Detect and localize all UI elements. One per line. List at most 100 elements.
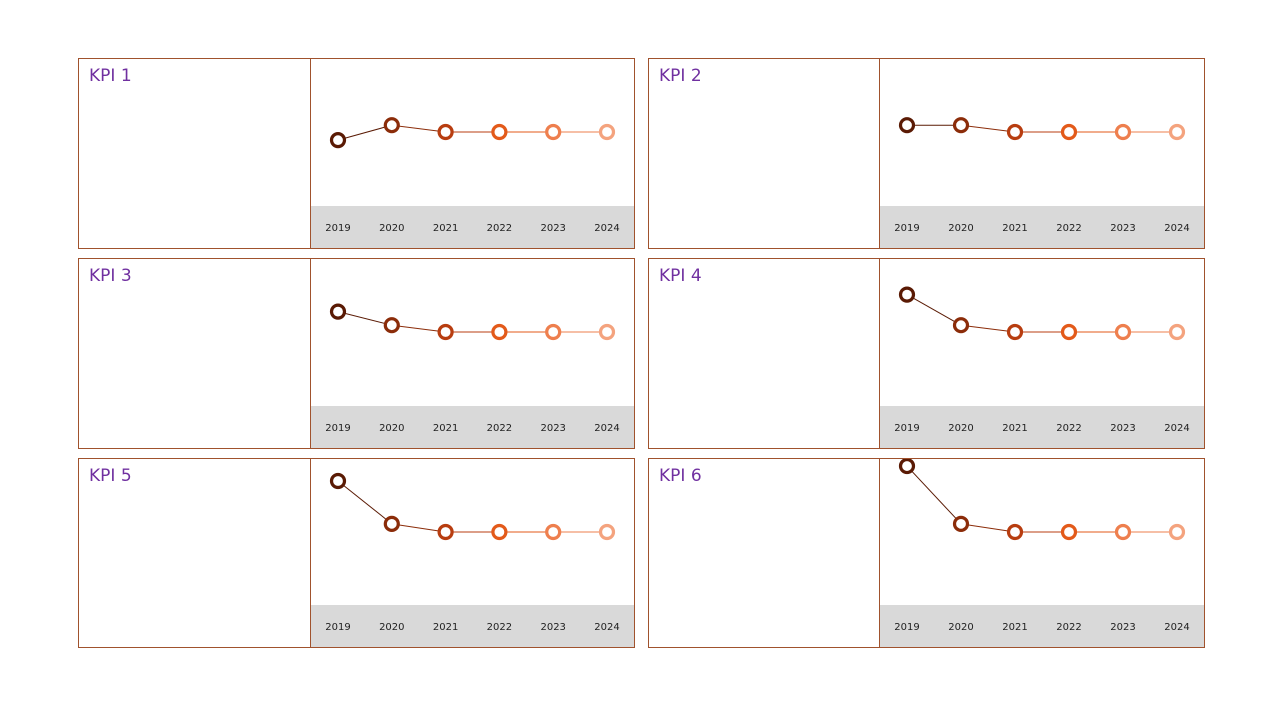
data-point: [437, 323, 454, 341]
x-tick-label: 2020: [379, 622, 404, 633]
kpi-line-chart: 2019 2020 2021 2022 2023 2024: [880, 459, 1204, 647]
x-tick-label: 2019: [894, 423, 919, 434]
data-point: [383, 515, 400, 532]
x-tick-label: 2022: [1056, 423, 1081, 434]
data-point: [491, 523, 508, 541]
data-point: [1006, 523, 1024, 541]
series-segment: [906, 465, 962, 525]
x-tick-label: 2020: [948, 223, 973, 234]
kpi-line-chart: 2019 2020 2021 2022 2023 2024: [311, 117, 634, 248]
series-segment: [337, 124, 392, 141]
data-point: [383, 317, 400, 334]
kpi-chart: 2019 2020 2021 2022 2023 2024: [879, 459, 1204, 647]
x-tick-label: 2019: [325, 223, 350, 234]
data-point: [598, 323, 616, 341]
data-point: [329, 303, 347, 320]
x-tick-label: 2019: [894, 622, 919, 633]
x-tick-label: 2022: [487, 622, 512, 633]
x-tick-label: 2021: [1002, 223, 1027, 234]
x-tick-label: 2019: [325, 423, 350, 434]
kpi-title: KPI 3: [89, 266, 132, 286]
x-tick-label: 2023: [540, 223, 565, 234]
data-point: [1006, 123, 1024, 141]
kpi-panel-6: KPI 6 2019 2020 2021 2022 2023 2024: [648, 458, 1205, 648]
kpi-chart: 2019 2020 2021 2022 2023 2024: [879, 59, 1204, 248]
x-tick-label: 2024: [1164, 223, 1189, 234]
series-segment: [337, 480, 393, 525]
x-tick-label: 2022: [1056, 223, 1081, 234]
data-point: [383, 117, 400, 134]
x-tick-label: 2020: [948, 423, 973, 434]
kpi-title: KPI 5: [89, 466, 132, 486]
data-point: [1168, 123, 1186, 141]
kpi-title: KPI 4: [659, 266, 702, 286]
data-point: [598, 123, 616, 141]
data-point: [545, 523, 562, 541]
data-point: [898, 286, 916, 303]
kpi-panel-3: KPI 3 2019 2020 2021 2022 2023 2024: [78, 258, 635, 449]
x-tick-label: 2020: [379, 223, 404, 234]
x-tick-label: 2022: [487, 423, 512, 434]
data-point: [1006, 323, 1024, 341]
x-tick-label: 2021: [433, 622, 458, 633]
data-point: [1168, 323, 1186, 341]
data-point: [1168, 523, 1186, 541]
data-point: [1114, 323, 1132, 341]
kpi-chart: 2019 2020 2021 2022 2023 2024: [879, 259, 1204, 448]
kpi-panel-4: KPI 4 2019 2020 2021 2022 2023 2024: [648, 258, 1205, 449]
kpi-panel-2: KPI 2 2019 2020 2021 2022 2023 2024: [648, 58, 1205, 249]
x-tick-label: 2024: [594, 223, 619, 234]
x-tick-label: 2019: [894, 223, 919, 234]
data-point: [545, 323, 562, 341]
x-tick-label: 2024: [594, 423, 619, 434]
data-point: [329, 132, 347, 149]
data-point: [1060, 523, 1078, 541]
kpi-title: KPI 2: [659, 66, 702, 86]
x-tick-label: 2022: [487, 223, 512, 234]
x-tick-label: 2020: [379, 423, 404, 434]
data-point: [898, 459, 916, 475]
data-point: [1114, 523, 1132, 541]
series-segment: [391, 124, 446, 133]
data-point: [329, 472, 347, 490]
x-tick-label: 2023: [1110, 223, 1135, 234]
x-tick-label: 2021: [1002, 423, 1027, 434]
kpi-line-chart: 2019 2020 2021 2022 2023 2024: [311, 303, 634, 448]
axis-band: [880, 406, 1204, 448]
x-tick-label: 2021: [433, 423, 458, 434]
x-tick-label: 2023: [1110, 622, 1135, 633]
x-tick-label: 2024: [594, 622, 619, 633]
series-segment: [960, 324, 1016, 333]
data-point: [898, 117, 916, 134]
kpi-panel-1: KPI 1 2019 2020 2021 2022 2023 2024: [78, 58, 635, 249]
series-segment: [960, 523, 1016, 533]
data-point: [437, 123, 454, 141]
x-tick-label: 2023: [540, 622, 565, 633]
kpi-title: KPI 1: [89, 66, 132, 86]
kpi-title: KPI 6: [659, 466, 702, 486]
x-tick-label: 2020: [948, 622, 973, 633]
series-segment: [391, 324, 446, 333]
data-point: [1114, 123, 1132, 141]
x-tick-label: 2022: [1056, 622, 1081, 633]
data-point: [491, 323, 508, 341]
data-point: [545, 123, 562, 141]
axis-band: [880, 206, 1204, 248]
series-segment: [337, 311, 392, 326]
axis-band: [311, 206, 634, 248]
series-segment: [391, 523, 446, 533]
kpi-line-chart: 2019 2020 2021 2022 2023 2024: [311, 472, 634, 647]
data-point: [1060, 123, 1078, 141]
x-tick-label: 2024: [1164, 423, 1189, 434]
series-segment: [906, 294, 962, 326]
kpi-line-chart: 2019 2020 2021 2022 2023 2024: [880, 117, 1204, 248]
x-tick-label: 2023: [540, 423, 565, 434]
x-tick-label: 2024: [1164, 622, 1189, 633]
kpi-chart: 2019 2020 2021 2022 2023 2024: [310, 259, 634, 448]
data-point: [1060, 323, 1078, 341]
axis-band: [311, 406, 634, 448]
axis-band: [880, 605, 1204, 647]
data-point: [598, 523, 616, 541]
kpi-chart: 2019 2020 2021 2022 2023 2024: [310, 59, 634, 248]
x-tick-label: 2023: [1110, 423, 1135, 434]
